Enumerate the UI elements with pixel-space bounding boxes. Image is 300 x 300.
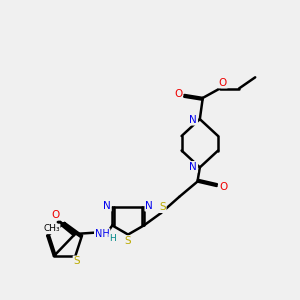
Text: N: N [103, 201, 111, 211]
Text: NH: NH [95, 229, 110, 239]
Text: H: H [109, 235, 116, 244]
Text: O: O [219, 182, 227, 192]
Text: CH₃: CH₃ [43, 224, 60, 233]
Text: O: O [219, 78, 227, 88]
Text: N: N [190, 115, 197, 125]
Text: N: N [190, 162, 197, 172]
Text: S: S [159, 202, 166, 212]
Text: O: O [174, 88, 182, 98]
Text: S: S [125, 236, 131, 246]
Text: O: O [52, 210, 60, 220]
Text: N: N [145, 201, 153, 211]
Text: S: S [74, 256, 80, 266]
